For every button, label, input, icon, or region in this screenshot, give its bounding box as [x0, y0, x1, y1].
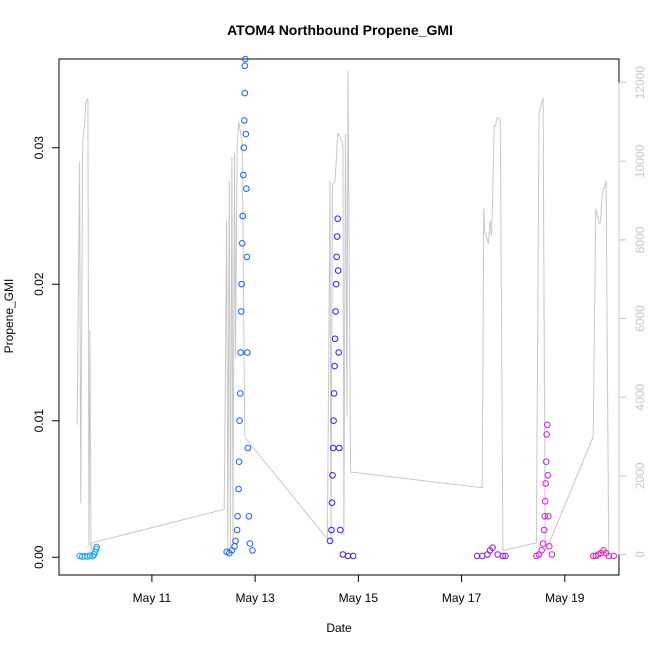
- x-tick-label: May 19: [545, 591, 585, 605]
- axes-layer: May 11 May 13 May 15 May 17 May 19 0.00 0.01 0.…: [32, 66, 647, 605]
- y2-tick-label: 12000: [633, 66, 647, 100]
- y-tick-label: 0.00: [32, 545, 46, 569]
- data-point: [238, 280, 245, 288]
- x-tick-label: May 13: [235, 591, 275, 605]
- data-point: [239, 212, 246, 220]
- data-point: [243, 253, 251, 261]
- data-point: [237, 308, 245, 315]
- data-point: [334, 267, 342, 274]
- y-tick-label: 0.02: [32, 272, 46, 296]
- data-point: [241, 117, 248, 124]
- data-point: [331, 335, 339, 343]
- x-axis-label: Date: [326, 621, 352, 635]
- data-point: [93, 543, 100, 551]
- data-point: [236, 417, 243, 425]
- data-point: [499, 552, 507, 560]
- y2-tick-label: 2000: [633, 462, 647, 489]
- data-point: [610, 552, 618, 560]
- data-point: [329, 444, 337, 452]
- data-point: [544, 472, 552, 479]
- x-tick-label: May 15: [339, 591, 379, 605]
- data-point: [241, 62, 249, 70]
- points-layer: [76, 55, 618, 560]
- data-point: [240, 144, 248, 151]
- series-2: [223, 55, 256, 557]
- data-point: [240, 171, 247, 179]
- y2-tick-label: 8000: [633, 226, 647, 253]
- data-point: [336, 444, 343, 452]
- data-point: [245, 513, 253, 520]
- y-tick-label: 0.03: [32, 136, 46, 160]
- data-point: [244, 444, 252, 452]
- data-point: [544, 421, 551, 429]
- data-point: [243, 185, 250, 192]
- data-point: [548, 551, 556, 558]
- data-point: [86, 552, 94, 559]
- data-point: [332, 280, 340, 288]
- data-point: [328, 526, 335, 534]
- data-point: [330, 417, 337, 425]
- data-point: [502, 552, 509, 560]
- y2-tick-label: 0: [633, 551, 647, 558]
- y2-tick-label: 6000: [633, 305, 647, 332]
- data-point: [335, 349, 343, 356]
- chart-title: ATOM4 Northbound Propene_GMI: [227, 22, 453, 38]
- data-point: [237, 349, 244, 356]
- x-tick-label: May 11: [133, 591, 172, 605]
- data-point: [349, 552, 357, 560]
- data-point: [546, 543, 553, 550]
- series-4: [473, 544, 509, 560]
- data-point: [605, 552, 613, 560]
- data-point: [246, 540, 254, 547]
- data-point: [328, 499, 336, 507]
- data-point: [233, 526, 241, 534]
- data-point: [545, 513, 552, 520]
- y2-tick-label: 4000: [633, 384, 647, 411]
- data-point: [331, 362, 338, 370]
- data-point: [541, 513, 549, 520]
- data-point: [235, 458, 243, 466]
- data-point: [542, 458, 550, 466]
- series-3: [326, 215, 357, 560]
- data-point: [244, 349, 251, 356]
- y2-tick-label: 10000: [633, 144, 647, 178]
- data-point: [538, 547, 545, 554]
- data-point: [473, 552, 481, 560]
- data-point: [329, 472, 336, 479]
- series-1: [76, 543, 100, 560]
- data-point: [489, 544, 496, 552]
- data-point: [249, 547, 256, 554]
- data-point: [543, 431, 551, 438]
- data-point: [540, 526, 548, 534]
- series-5: [533, 421, 556, 560]
- data-point: [332, 308, 339, 315]
- data-point: [541, 498, 549, 505]
- data-point: [333, 233, 341, 240]
- data-point: [241, 89, 249, 97]
- data-point: [242, 55, 249, 63]
- data-point: [326, 537, 334, 545]
- data-point: [542, 480, 550, 487]
- y-tick-label: 0.01: [32, 409, 46, 433]
- series-6: [589, 547, 618, 560]
- x-tick-label: May 17: [442, 591, 482, 605]
- data-point: [238, 240, 246, 247]
- data-point: [235, 485, 242, 493]
- data-point: [234, 513, 241, 520]
- data-point: [242, 130, 250, 138]
- data-point: [337, 526, 344, 534]
- data-point: [232, 537, 239, 545]
- y-axis-label: Propene_GMI: [2, 279, 16, 354]
- data-point: [236, 390, 244, 397]
- data-point: [333, 253, 341, 261]
- data-point: [330, 390, 338, 397]
- data-point: [539, 540, 547, 547]
- data-point: [334, 215, 342, 222]
